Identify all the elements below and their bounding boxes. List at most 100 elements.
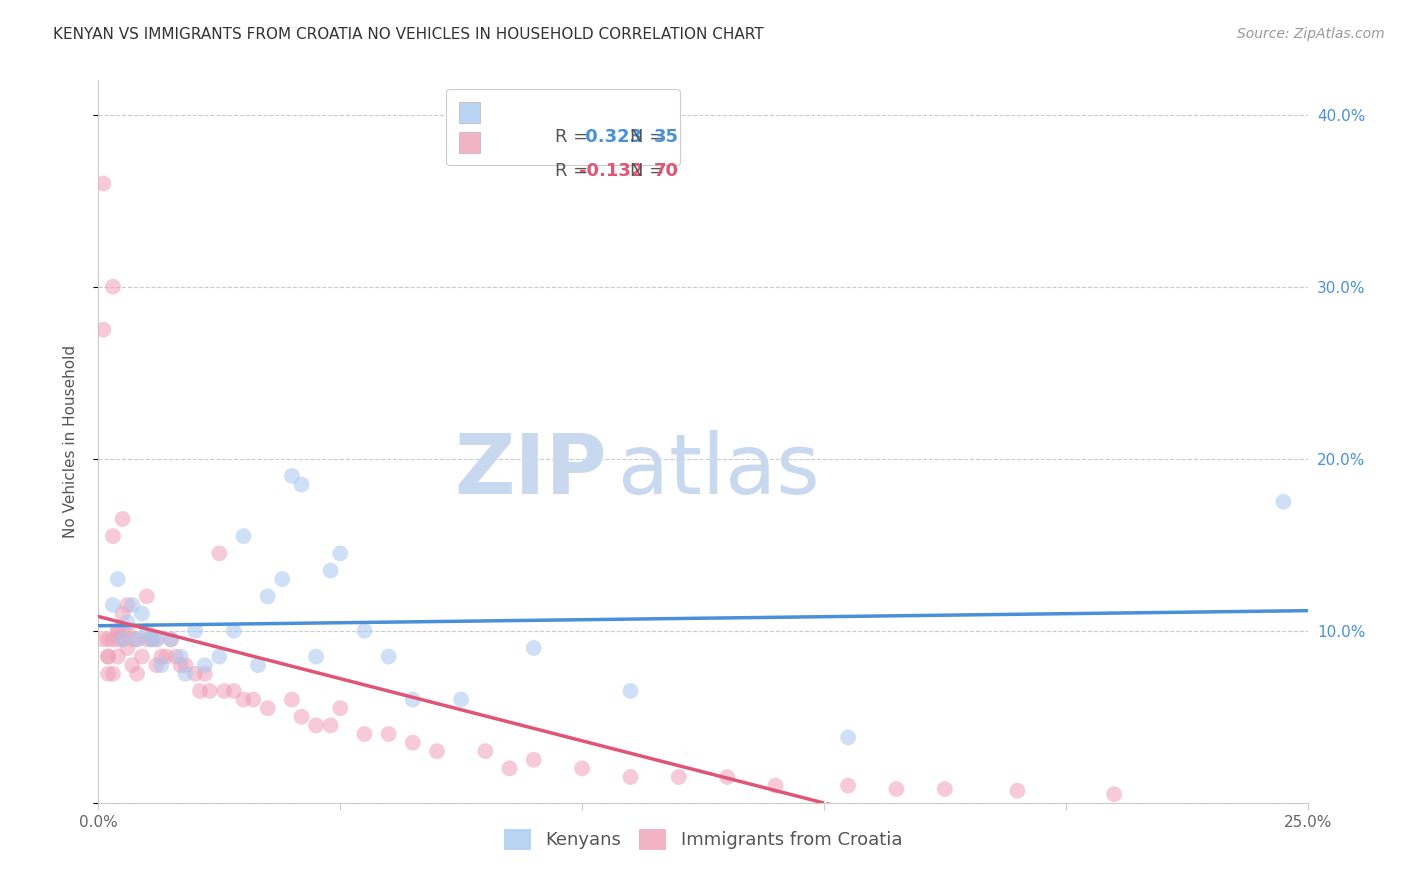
Text: 35: 35 xyxy=(654,128,679,146)
Point xyxy=(329,546,352,560)
Point xyxy=(256,590,278,604)
Point xyxy=(1007,784,1029,798)
Point xyxy=(97,649,120,664)
Point xyxy=(222,624,245,638)
Point xyxy=(111,607,134,621)
Point xyxy=(886,782,908,797)
Point xyxy=(571,761,593,775)
Point xyxy=(184,666,207,681)
Point xyxy=(305,649,328,664)
Point xyxy=(450,692,472,706)
Point xyxy=(101,279,124,293)
Point xyxy=(135,632,157,647)
Point xyxy=(523,640,546,655)
Point xyxy=(208,649,231,664)
Point xyxy=(256,701,278,715)
Point xyxy=(377,649,399,664)
Point xyxy=(121,658,143,673)
Point xyxy=(716,770,738,784)
Point xyxy=(188,684,211,698)
Point xyxy=(212,684,235,698)
Point xyxy=(198,684,221,698)
Point xyxy=(222,684,245,698)
Point xyxy=(377,727,399,741)
Point xyxy=(107,624,129,638)
Point xyxy=(111,632,134,647)
Text: KENYAN VS IMMIGRANTS FROM CROATIA NO VEHICLES IN HOUSEHOLD CORRELATION CHART: KENYAN VS IMMIGRANTS FROM CROATIA NO VEH… xyxy=(53,27,763,42)
Point xyxy=(174,658,197,673)
Point xyxy=(97,649,120,664)
Point xyxy=(150,649,173,664)
Point xyxy=(232,529,254,543)
Point xyxy=(150,658,173,673)
Point xyxy=(131,607,153,621)
Point xyxy=(402,692,425,706)
Point xyxy=(111,512,134,526)
Point xyxy=(107,632,129,647)
Point xyxy=(619,770,641,784)
Point xyxy=(1102,787,1125,801)
Point xyxy=(101,666,124,681)
Point xyxy=(127,632,149,647)
Point xyxy=(111,624,134,638)
Point xyxy=(329,701,352,715)
Point xyxy=(145,658,167,673)
Point xyxy=(101,632,124,647)
Point xyxy=(160,632,183,647)
Text: R =: R = xyxy=(555,161,595,180)
Point xyxy=(97,666,120,681)
Point xyxy=(169,649,191,664)
Point xyxy=(281,469,304,483)
Text: R =: R = xyxy=(555,128,595,146)
Point xyxy=(145,632,167,647)
Point xyxy=(271,572,294,586)
Point xyxy=(127,632,149,647)
Point xyxy=(117,640,139,655)
Point xyxy=(498,761,520,775)
Text: ZIP: ZIP xyxy=(454,430,606,511)
Point xyxy=(837,731,859,745)
Point xyxy=(165,649,187,664)
Point xyxy=(619,684,641,698)
Text: 0.323: 0.323 xyxy=(579,128,643,146)
Text: N =: N = xyxy=(630,161,671,180)
Text: N =: N = xyxy=(630,128,671,146)
Point xyxy=(281,692,304,706)
Point xyxy=(934,782,956,797)
Text: -0.132: -0.132 xyxy=(579,161,643,180)
Point xyxy=(141,632,163,647)
Point xyxy=(101,529,124,543)
Point xyxy=(353,624,375,638)
Point xyxy=(117,615,139,630)
Point xyxy=(131,649,153,664)
Point xyxy=(141,632,163,647)
Point xyxy=(117,624,139,638)
Point xyxy=(232,692,254,706)
Point xyxy=(169,658,191,673)
Point xyxy=(107,649,129,664)
Point xyxy=(145,632,167,647)
Point xyxy=(184,624,207,638)
Text: 70: 70 xyxy=(654,161,679,180)
Point xyxy=(111,632,134,647)
Point xyxy=(290,710,312,724)
Y-axis label: No Vehicles in Household: No Vehicles in Household xyxy=(63,345,77,538)
Point xyxy=(135,624,157,638)
Point xyxy=(121,632,143,647)
Point xyxy=(101,598,124,612)
Point xyxy=(319,718,342,732)
Point xyxy=(107,624,129,638)
Point xyxy=(91,323,114,337)
Point xyxy=(121,598,143,612)
Legend: Kenyans, Immigrants from Croatia: Kenyans, Immigrants from Croatia xyxy=(495,820,911,859)
Point xyxy=(837,779,859,793)
Point xyxy=(319,564,342,578)
Point xyxy=(97,632,120,647)
Point xyxy=(290,477,312,491)
Point xyxy=(194,666,217,681)
Point xyxy=(107,572,129,586)
Point xyxy=(402,735,425,749)
Point xyxy=(174,666,197,681)
Point xyxy=(1272,494,1295,508)
Point xyxy=(160,632,183,647)
